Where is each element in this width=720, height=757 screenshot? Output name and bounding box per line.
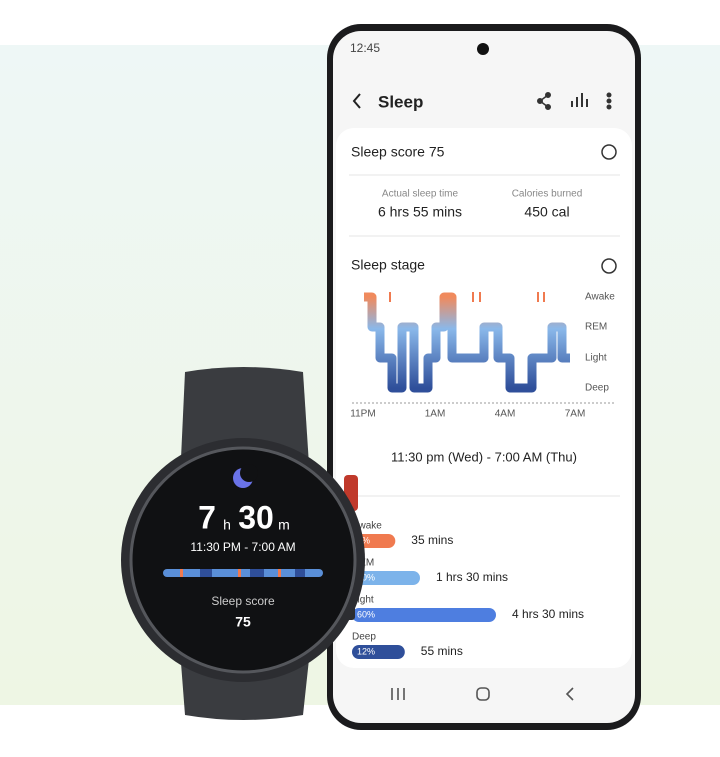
status-time: 12:45 — [350, 41, 380, 55]
awake-marks — [389, 292, 545, 302]
info-icon[interactable] — [601, 144, 617, 160]
section-title: Sleep stage — [351, 257, 425, 273]
watch-score-label: Sleep score — [211, 594, 275, 608]
stage-level-label: REM — [585, 322, 607, 333]
toolbar-icons[interactable] — [537, 92, 612, 110]
watch-minutes-unit: m — [278, 517, 290, 533]
stage-duration: 4 hrs 30 mins — [512, 607, 584, 621]
hypnogram — [364, 292, 570, 393]
stage-percent: 7% — [357, 535, 370, 545]
camera — [477, 43, 489, 55]
stage-name: Awake — [352, 521, 382, 532]
content-card — [336, 128, 632, 668]
stage-level-label: Deep — [585, 383, 609, 394]
stage-name: Deep — [352, 632, 376, 643]
stage-bar — [352, 608, 496, 622]
nav-bar[interactable] — [391, 687, 574, 701]
time-label: 4AM — [495, 409, 516, 420]
stage-name: Light — [352, 595, 374, 606]
time-label: 7AM — [565, 409, 586, 420]
info-icon[interactable] — [601, 258, 617, 274]
back-icon[interactable] — [352, 93, 361, 109]
time-label: 1AM — [425, 409, 446, 420]
stage-level-label: Light — [585, 353, 607, 364]
stage-percent: 12% — [357, 646, 375, 656]
stat-value: 6 hrs 55 mins — [378, 204, 462, 220]
watch-range: 11:30 PM - 7:00 AM — [190, 540, 295, 554]
time-label: 11PM — [350, 409, 375, 420]
watch-hours: 7 — [198, 499, 216, 535]
stage-percent: 20% — [357, 572, 375, 582]
screen-title: Sleep — [378, 92, 423, 111]
stage-duration: 55 mins — [421, 644, 463, 658]
time-range: 11:30 pm (Wed) - 7:00 AM (Thu) — [391, 449, 577, 464]
watch — [121, 367, 365, 720]
stat-label: Actual sleep time — [382, 189, 459, 200]
stage-duration: 35 mins — [411, 533, 453, 547]
watch-hours-unit: h — [223, 517, 231, 533]
stage-level-label: Awake — [585, 292, 615, 303]
watch-minutes: 30 — [238, 499, 274, 535]
stage-bar — [352, 571, 420, 585]
sleep-score: Sleep score 75 — [351, 144, 445, 160]
stage-duration: 1 hrs 30 mins — [436, 570, 508, 584]
stat-value: 450 cal — [524, 204, 569, 220]
stat-label: Calories burned — [512, 189, 583, 200]
stage-percent: 60% — [357, 609, 375, 619]
watch-score: 75 — [235, 614, 251, 630]
stage-bar — [352, 645, 405, 659]
